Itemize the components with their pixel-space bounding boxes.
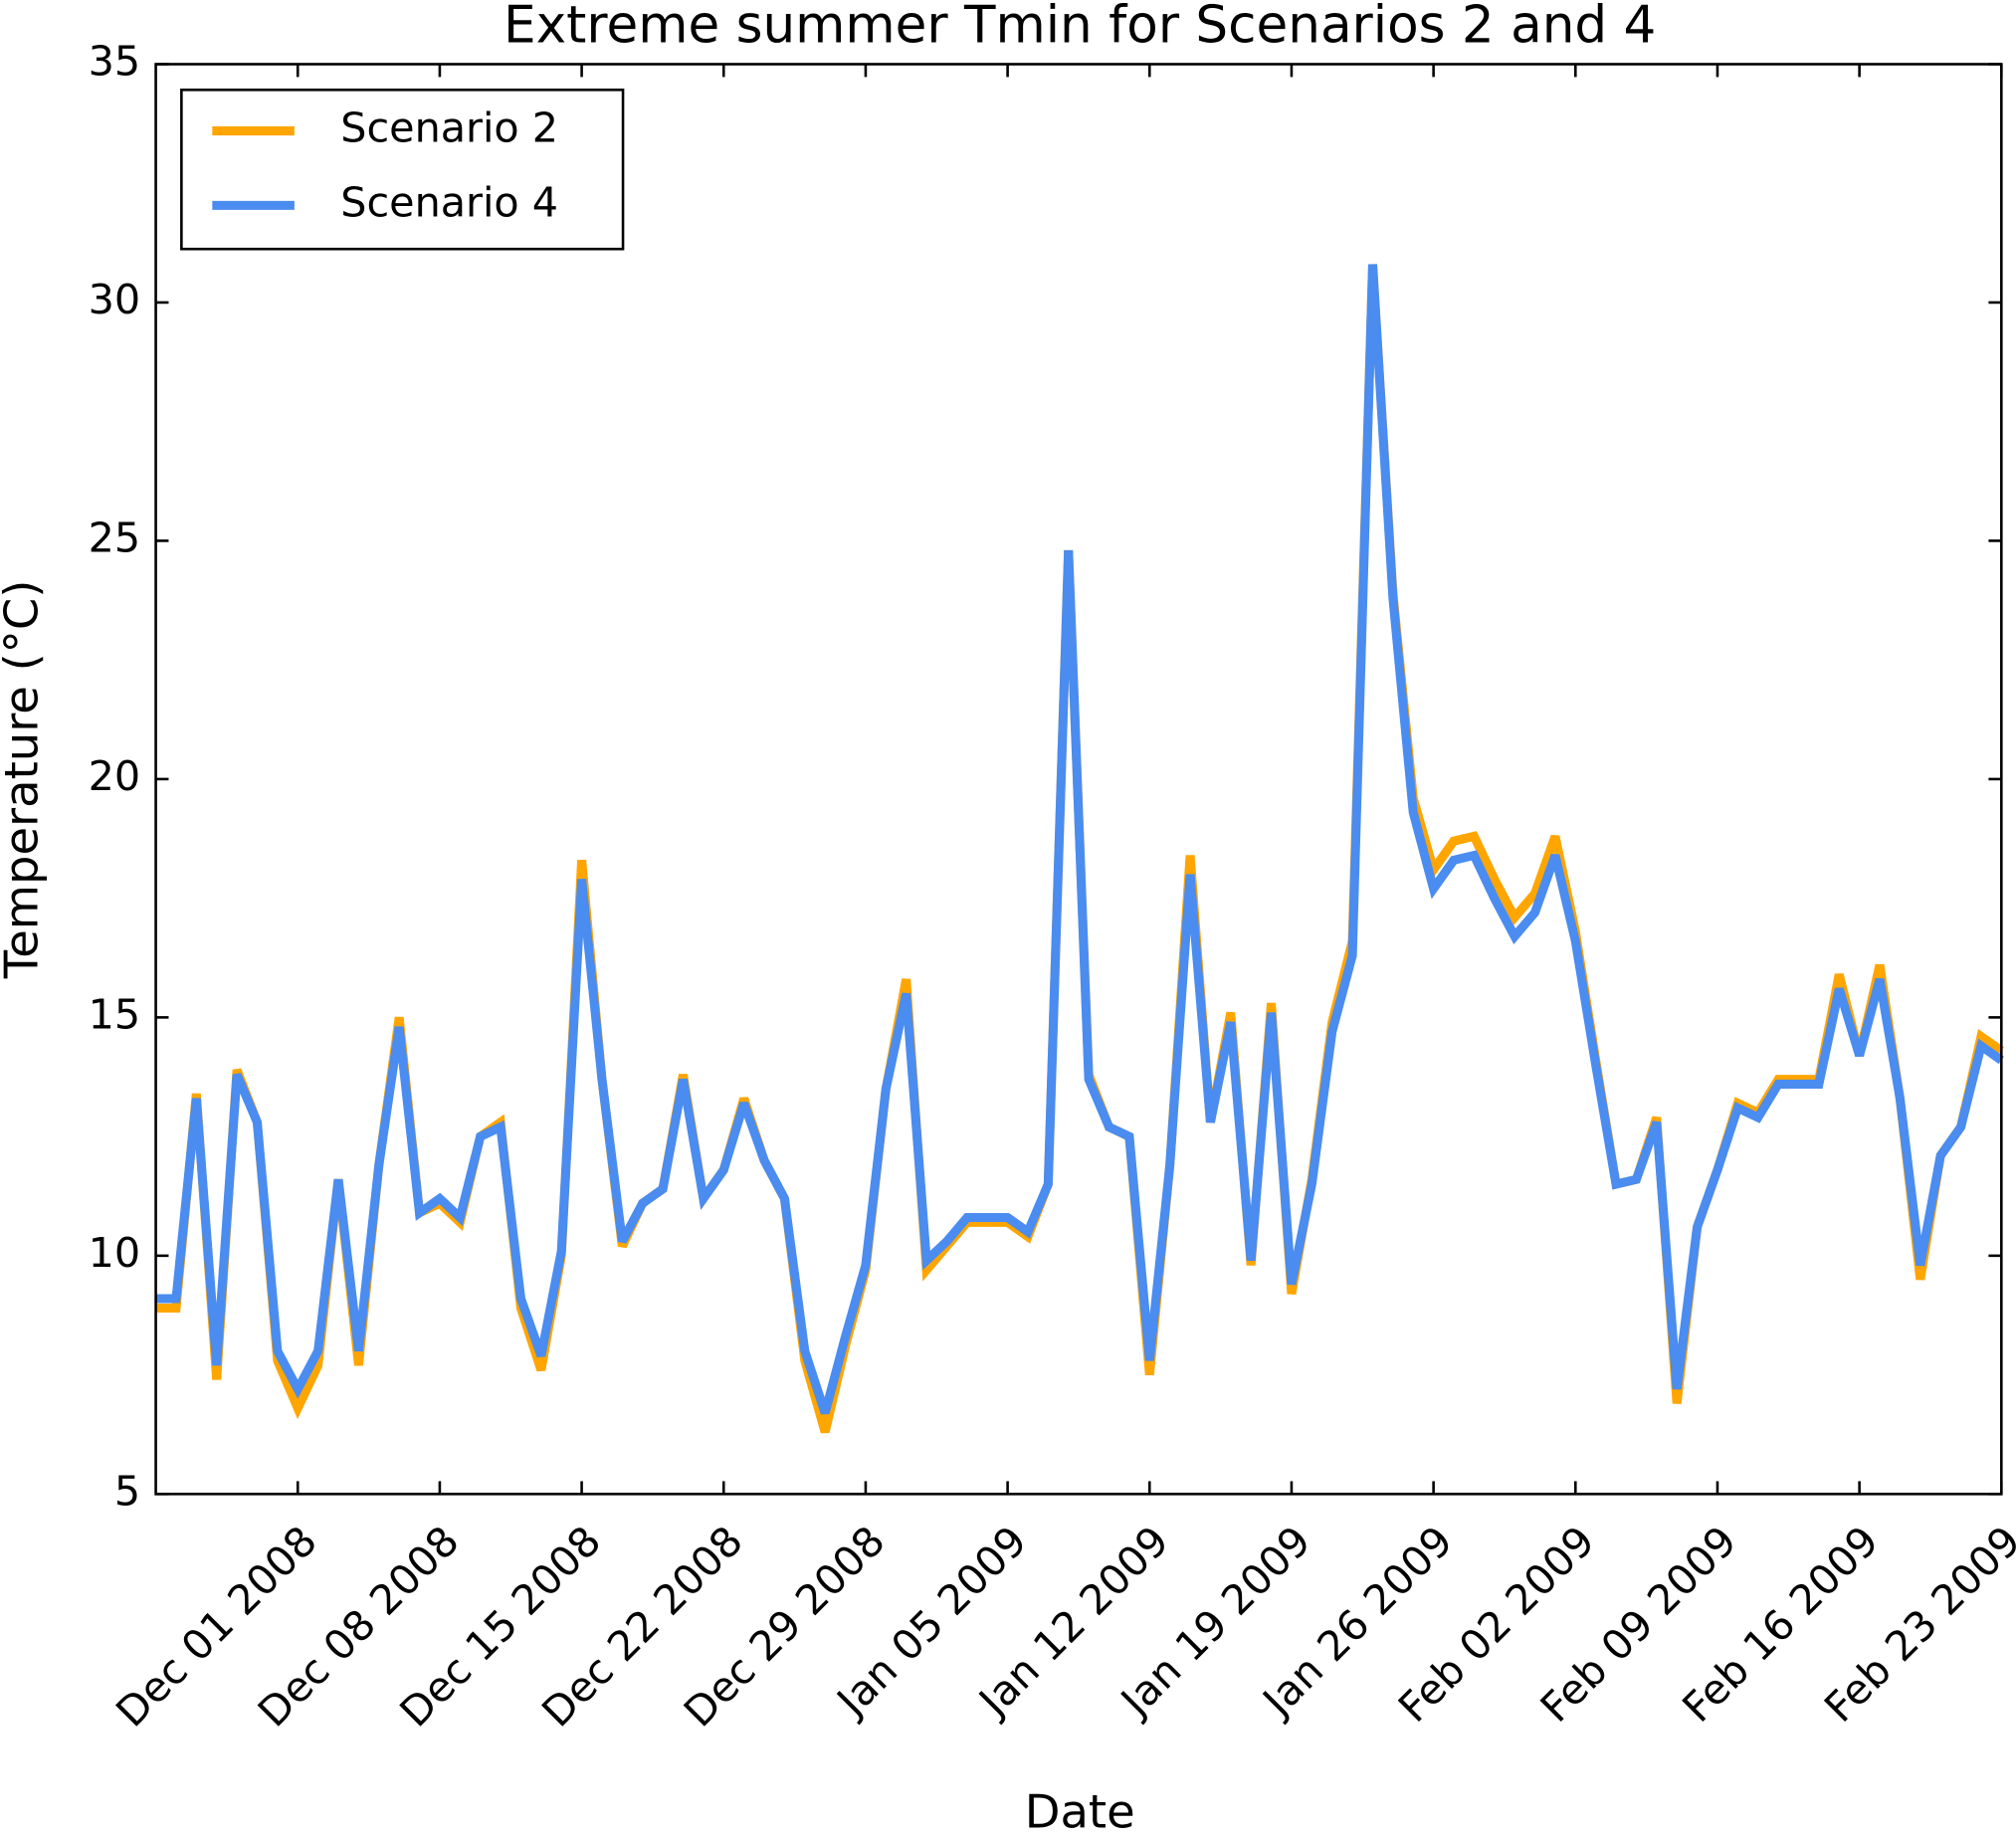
y-tick-label: 35 [89,37,141,85]
y-axis-label: Temperature (°C) [0,580,49,980]
legend-label: Scenario 2 [340,104,558,152]
legend-box [180,88,625,251]
y-tick-label: 10 [89,1229,141,1277]
x-axis-label: Date [1025,1784,1135,1838]
series-line [155,264,2004,1415]
chart-title: Extreme summer Tmin for Scenarios 2 and … [504,0,1656,55]
legend-label: Scenario 4 [340,178,558,226]
plot-frame [154,63,2003,1496]
y-tick-label: 30 [89,276,141,323]
y-tick-label: 20 [89,752,141,800]
y-tick-label: 25 [89,513,141,561]
y-tick-label: 5 [114,1467,140,1515]
y-tick-label: 15 [89,990,141,1038]
